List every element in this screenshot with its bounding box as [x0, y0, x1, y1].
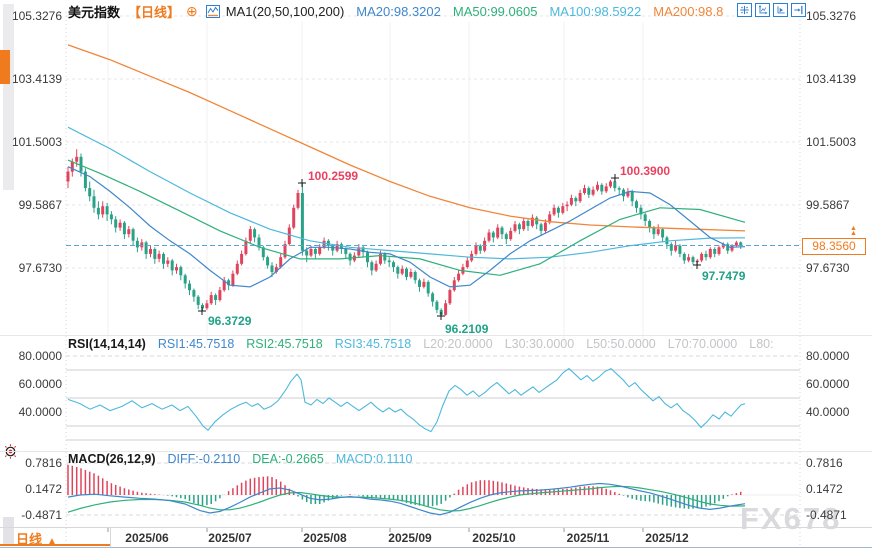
month-axis-label: 2025/11 — [566, 531, 610, 545]
price-annotation: 96.3729 — [208, 314, 252, 328]
macd-axis-separator — [0, 527, 872, 528]
rsi-axis-label-right: 80.0000 — [806, 349, 850, 363]
price-annotation: 100.2599 — [308, 169, 359, 183]
go-to-latest-icon[interactable] — [791, 3, 806, 17]
chart-style-icon[interactable] — [205, 4, 220, 18]
price-axis-label-right: 97.6730 — [806, 261, 850, 275]
price-axis-label-left: 101.5003 — [11, 135, 62, 149]
price-axis-label-left: 105.3276 — [11, 9, 62, 23]
macd-layer — [67, 464, 746, 516]
bottom-border — [0, 547, 872, 548]
price-marker-icon: ▲ ▲ — [850, 225, 857, 237]
month-axis-label: 2025/06 — [125, 531, 169, 545]
rsi1-value: RSI1:45.7518 — [157, 337, 235, 351]
macd-title[interactable]: MACD(26,12,9) — [68, 452, 156, 466]
tab-separator — [110, 527, 111, 547]
rsi-l30-value: L30:30.0000 — [504, 337, 575, 351]
price-axis-label-right: 101.5003 — [806, 135, 857, 149]
month-axis-label: 2025/10 — [472, 531, 516, 545]
main-rsi-separator — [0, 335, 872, 336]
month-axis-label: 2025/07 — [208, 531, 252, 545]
ma100-value: MA100:98.5922 — [549, 3, 642, 19]
price-axis-label-left: 103.4139 — [11, 72, 62, 86]
annotation-cross-layer — [198, 174, 701, 320]
tab-underline — [0, 544, 110, 546]
price-axis-label-right: 103.4139 — [806, 72, 857, 86]
price-axis-label-right: 99.5867 — [806, 198, 850, 212]
rsi-axis-label-left: 60.0000 — [18, 377, 62, 391]
macd-axis-label-right: -0.4871 — [806, 508, 847, 522]
price-annotation: 96.2109 — [445, 322, 489, 336]
left-scrollbar-thumb[interactable] — [0, 50, 10, 84]
axis-play-icon[interactable] — [773, 3, 788, 17]
symbol-name: 美元指数 — [68, 4, 121, 20]
month-axis-label: 2025/08 — [303, 531, 347, 545]
macd-header: MACD(26,12,9) DIFF:-0.2110 DEA:-0.2665 M… — [68, 452, 412, 466]
ma-group-label[interactable]: MA1(20,50,100,200) — [225, 3, 345, 19]
macd-axis-label-right: 0.1472 — [806, 482, 843, 496]
month-axis-label: 2025/12 — [645, 531, 689, 545]
rsi-header: RSI(14,14,14) RSI1:45.7518 RSI2:45.7518 … — [68, 337, 774, 351]
macd-dea-value: DEA:-0.2665 — [252, 452, 324, 466]
rsi-axis-label-right: 40.0000 — [806, 405, 850, 419]
timeframe-label: 【日线】 — [128, 4, 181, 20]
rsi-axis-label-left: 40.0000 — [18, 405, 62, 419]
price-annotation: 100.3900 — [620, 164, 671, 178]
sort-up-icon: ▲ — [47, 536, 57, 547]
rsi-macd-separator — [0, 451, 872, 452]
price-axis-label-left: 99.5867 — [18, 198, 62, 212]
left-scrollbar-track — [3, 4, 14, 190]
macd-axis-label-left: 0.1472 — [25, 482, 62, 496]
rsi-axis-label-right: 60.0000 — [806, 377, 850, 391]
macd-diff-value: DIFF:-0.2110 — [167, 452, 241, 466]
crosshair-move-icon[interactable] — [737, 3, 752, 17]
candles-layer — [66, 149, 743, 317]
price-axis-label-right: 105.3276 — [806, 9, 857, 23]
timeframe-tab-label: 日线 — [16, 532, 43, 547]
rsi-axis-label-left: 80.0000 — [18, 349, 62, 363]
month-axis-label: 2025/09 — [388, 531, 432, 545]
rsi-line-layer — [67, 367, 746, 433]
last-price-tag: 98.3560 — [802, 238, 866, 255]
rsi2-value: RSI2:45.7518 — [246, 337, 323, 351]
macd-axis-label-left: -0.4871 — [21, 508, 62, 522]
rsi-l80-value: L80: — [749, 337, 774, 351]
ma200-value: MA200:98.8 — [653, 3, 724, 19]
left-scrollbar-bottom — [3, 517, 14, 546]
gridlines-layer — [65, 12, 801, 546]
price-annotation: 97.7479 — [702, 269, 746, 283]
fx678-watermark: FX678 — [740, 501, 842, 536]
circle-plus-icon[interactable]: ⊕ — [186, 2, 198, 19]
axis-zoom-icon[interactable] — [755, 3, 770, 17]
ma50-value: MA50:99.0605 — [452, 3, 538, 19]
timeframe-tab[interactable]: 日线 ▲ — [16, 529, 57, 548]
rsi-l20-value: L20:20.0000 — [423, 337, 493, 351]
price-axis-label-left: 97.6730 — [18, 261, 62, 275]
rsi-l70-value: L70:70.0000 — [667, 337, 738, 351]
chart-header: 美元指数 【日线】 ⊕ MA1(20,50,100,200) MA20:98.3… — [68, 2, 724, 20]
macd-axis-label-right: 0.7816 — [806, 456, 843, 470]
ma-lines-layer — [67, 44, 746, 288]
rsi-title[interactable]: RSI(14,14,14) — [68, 337, 146, 351]
ma20-value: MA20:98.3202 — [356, 3, 441, 19]
macd-axis-label-left: 0.7816 — [25, 456, 62, 470]
macd-macd-value: MACD:0.1110 — [335, 452, 413, 466]
rsi3-value: RSI3:45.7518 — [334, 337, 412, 351]
rsi-l50-value: L50:50.0000 — [586, 337, 656, 351]
chart-toolbar — [737, 3, 806, 17]
